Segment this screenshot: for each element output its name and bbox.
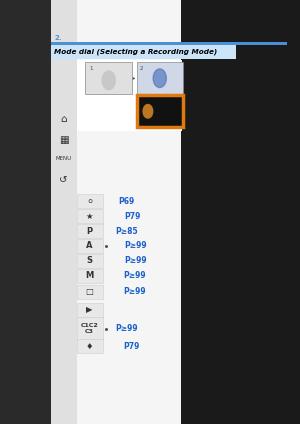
Text: P: P <box>86 226 93 236</box>
Circle shape <box>102 71 116 90</box>
Text: S: S <box>87 256 92 265</box>
Text: M: M <box>85 271 94 280</box>
Bar <box>85 62 132 94</box>
Bar <box>76 60 182 131</box>
Bar <box>76 269 103 283</box>
Text: 2: 2 <box>140 66 144 71</box>
Text: P79: P79 <box>123 342 140 351</box>
Text: P79: P79 <box>124 212 141 221</box>
Bar <box>51 0 76 424</box>
Bar <box>76 339 103 354</box>
Text: 1: 1 <box>89 66 93 71</box>
Text: C1C2
C3: C1C2 C3 <box>81 323 98 334</box>
Text: Mode dial (Selecting a Recording Mode): Mode dial (Selecting a Recording Mode) <box>54 49 217 55</box>
Text: □: □ <box>85 287 94 296</box>
Text: 2.: 2. <box>54 35 62 41</box>
Text: P≥99: P≥99 <box>123 271 146 280</box>
Text: ▦: ▦ <box>59 135 69 145</box>
Text: ⚪: ⚪ <box>86 197 93 206</box>
Bar <box>76 209 103 223</box>
Text: P≥85: P≥85 <box>116 226 138 236</box>
Circle shape <box>143 105 153 118</box>
Text: P≥99: P≥99 <box>124 256 147 265</box>
Bar <box>136 95 183 127</box>
Text: A: A <box>86 241 93 251</box>
Bar <box>136 62 183 94</box>
Text: ▶: ▶ <box>86 305 93 314</box>
Text: ⌂: ⌂ <box>60 114 67 124</box>
Bar <box>51 0 181 424</box>
Text: ♦: ♦ <box>86 342 93 351</box>
Text: P≥99: P≥99 <box>124 241 147 251</box>
Bar <box>76 239 103 253</box>
Text: P≥99: P≥99 <box>116 324 138 333</box>
Bar <box>76 194 103 208</box>
Text: P≥99: P≥99 <box>123 287 146 296</box>
Text: ↺: ↺ <box>59 175 68 185</box>
Bar <box>76 254 103 268</box>
Bar <box>76 303 103 316</box>
Text: MENU: MENU <box>56 156 72 162</box>
Bar <box>76 224 103 238</box>
Text: ★: ★ <box>86 212 93 221</box>
Bar <box>51 42 286 45</box>
Bar <box>76 285 103 298</box>
Text: P69: P69 <box>118 197 135 206</box>
Bar <box>0 0 51 424</box>
Bar <box>51 45 236 59</box>
Bar <box>76 317 103 340</box>
Circle shape <box>153 69 167 88</box>
